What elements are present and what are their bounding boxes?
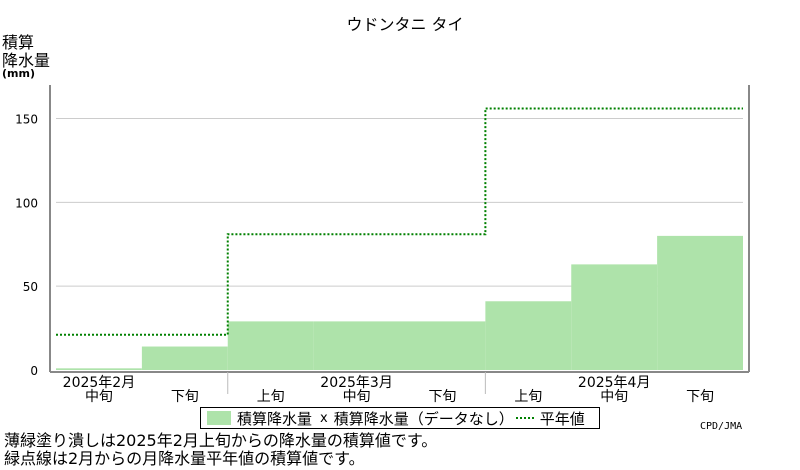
axes	[49, 85, 750, 373]
bar	[56, 368, 142, 370]
y-tick-label: 150	[15, 113, 38, 127]
credit-label: CPD/JMA	[700, 421, 743, 432]
bar	[313, 321, 400, 370]
legend-label-nodata: 積算降水量（データなし）	[333, 409, 514, 428]
x-tick-label-dekad: 上旬	[514, 389, 542, 405]
y-axis-title-unit: (mm)	[2, 67, 35, 80]
y-tick-label: 0	[30, 364, 38, 378]
note-line-1: 薄緑塗り潰しは2025年2月上旬からの降水量の積算値です。	[4, 431, 438, 450]
legend-swatch-step	[515, 417, 534, 419]
bar	[571, 264, 658, 370]
x-tick-label-month: 2025年4月	[578, 375, 651, 391]
bar	[141, 346, 228, 370]
normal-value-step-line	[56, 107, 743, 336]
x-tick-label-dekad: 上旬	[257, 389, 285, 405]
x-tick-label-dekad: 下旬	[171, 389, 199, 405]
x-tick-label-month: 2025年2月	[63, 375, 136, 391]
legend-marker-nodata: x	[320, 410, 328, 426]
y-axis-title: 積算 降水量 (mm)	[2, 33, 50, 80]
bar-series	[56, 235, 743, 370]
x-tick-label-dekad: 中旬	[343, 389, 371, 405]
legend-label-normal: 平年値	[539, 409, 585, 428]
x-tick-label-dekad: 中旬	[85, 389, 113, 405]
y-axis-title-line-2: 降水量	[2, 51, 50, 70]
chart-title: ウドンタニ タイ	[346, 15, 463, 34]
gridlines	[56, 118, 743, 287]
y-tick-labels: 0 50 100 150	[15, 113, 38, 378]
legend-label-bars: 積算降水量	[237, 409, 313, 428]
y-tick-label: 100	[15, 196, 38, 210]
legend-swatch-bars	[207, 411, 231, 425]
y-axis-title-line-1: 積算	[2, 33, 34, 52]
x-tick-label-dekad: 中旬	[600, 389, 628, 405]
bar	[227, 321, 314, 370]
x-tick-label-dekad: 下旬	[686, 389, 714, 405]
y-tick-label: 50	[23, 280, 38, 294]
legend: 積算降水量 x 積算降水量（データなし） 平年値	[200, 407, 600, 429]
bar	[485, 301, 572, 370]
x-tick-label-month: 2025年3月	[320, 375, 393, 391]
x-tick-label-dekad: 下旬	[428, 389, 456, 405]
bar	[399, 321, 486, 370]
bar	[657, 235, 743, 370]
note-line-2: 緑点線は2月からの月降水量平年値の積算値です。	[4, 449, 365, 468]
